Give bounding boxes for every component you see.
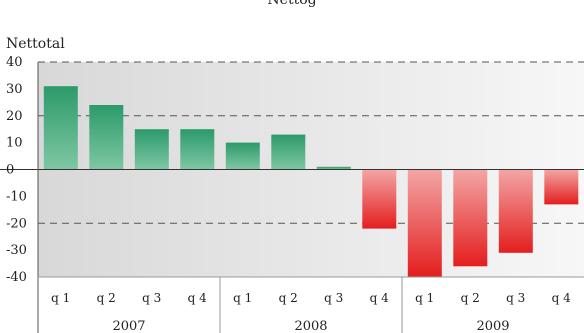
bar: [225, 142, 260, 170]
x-category-labels: q 1 q 2 q 3 q 4 q 1 q 2 q 3 q 4 q 1 q 2 q 3 q 4: [51, 291, 571, 305]
bar: [407, 169, 442, 277]
x-group-label: 2009: [476, 319, 509, 333]
y-tick-label: 0: [6, 163, 14, 178]
x-tick-label: q 3: [324, 291, 343, 305]
bar: [43, 86, 78, 170]
bar: [498, 169, 533, 253]
y-tick-label: 40: [6, 55, 23, 70]
x-tick-label: q 1: [51, 291, 70, 305]
x-tick-label: q 3: [142, 291, 161, 305]
bar: [544, 169, 579, 205]
y-tick-label: -10: [6, 189, 27, 204]
bar: [362, 169, 397, 229]
bar: [89, 105, 124, 170]
bar: [453, 169, 488, 267]
bars: [43, 86, 579, 277]
y-tick-label: 30: [6, 82, 23, 97]
chart-title: Nettog: [267, 0, 316, 8]
y-tick-label: -20: [6, 216, 27, 231]
x-group-label: 2007: [112, 319, 145, 333]
x-tick-label: q 4: [370, 291, 389, 305]
y-tick-label: -40: [6, 270, 27, 285]
x-tick-label: q 2: [97, 291, 116, 305]
y-tick-label: 10: [6, 136, 23, 151]
gridlines: [38, 61, 584, 224]
x-tick-label: q 4: [188, 291, 207, 305]
bar: [180, 129, 215, 170]
y-tick-label: 20: [6, 109, 23, 124]
bar: [316, 166, 351, 170]
x-tick-label: q 2: [279, 291, 298, 305]
y-tick-label: -30: [6, 243, 27, 258]
x-tick-label: q 1: [415, 291, 434, 305]
y-axis-label: Nettotal: [6, 36, 65, 52]
x-tick-label: q 3: [506, 291, 525, 305]
axes: [0, 62, 584, 333]
bar: [134, 129, 169, 170]
y-tick-labels: 40 30 20 10 0 -10 -20 -30 -40: [6, 55, 27, 285]
x-group-label: 2008: [294, 319, 327, 333]
x-tick-label: q 4: [552, 291, 571, 305]
x-tick-label: q 1: [233, 291, 252, 305]
x-tick-label: q 2: [461, 291, 480, 305]
x-group-labels: 2007 2008 2009: [112, 319, 509, 333]
bar: [271, 134, 306, 170]
